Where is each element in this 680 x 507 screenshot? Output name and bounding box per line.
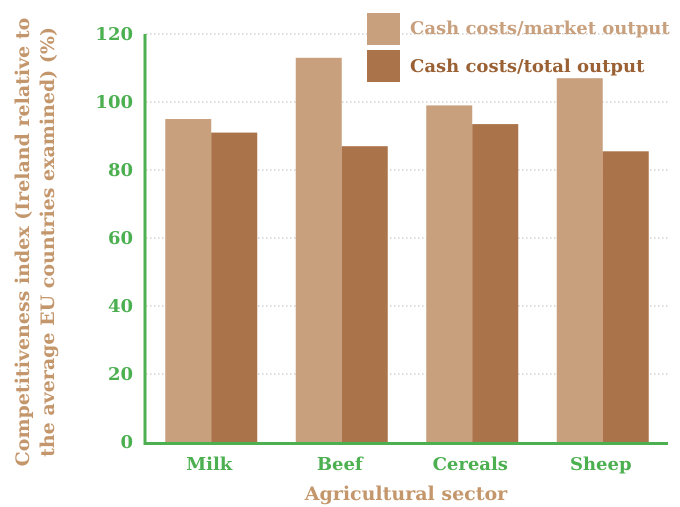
y-tick-label: 20 — [108, 364, 133, 385]
y-tick-label: 0 — [120, 432, 133, 453]
bar-sheep-market-output — [556, 78, 603, 442]
gridlines — [146, 33, 668, 375]
y-axis-title-line-1: Competitiveness index (Ireland relative … — [12, 18, 34, 467]
bar-beef-market-output — [295, 57, 342, 443]
y-tick-label: 60 — [108, 228, 133, 249]
legend-label-market-output: Cash costs/market output — [410, 18, 670, 39]
axes — [143, 34, 668, 445]
y-tick-labels: 0 20 40 60 80 100 120 — [95, 24, 133, 453]
y-tick-label: 120 — [95, 24, 133, 45]
y-axis-title-line-2: the average EU countries examined) (%) — [37, 27, 59, 457]
bar-cereals-market-output — [426, 105, 473, 443]
bar-beef-total-output — [341, 146, 388, 442]
y-axis-title: Competitiveness index (Ireland relative … — [12, 18, 59, 467]
x-tick-label: Beef — [317, 454, 364, 475]
x-tick-label: Sheep — [570, 454, 632, 475]
x-tick-label: Milk — [186, 454, 233, 475]
x-axis-title: Agricultural sector — [304, 483, 508, 505]
bar-milk-total-output — [211, 132, 258, 442]
y-tick-label: 40 — [108, 296, 133, 317]
y-tick-label: 80 — [108, 160, 133, 181]
bar-sheep-total-output — [602, 151, 649, 443]
bars — [165, 57, 649, 443]
legend-label-total-output: Cash costs/total output — [410, 56, 645, 77]
bar-milk-market-output — [165, 119, 212, 442]
x-tick-labels: Milk Beef Cereals Sheep — [186, 454, 631, 475]
legend: Cash costs/market output Cash costs/tota… — [367, 13, 670, 82]
x-tick-label: Cereals — [433, 454, 508, 475]
bar-cereals-total-output — [472, 124, 519, 442]
legend-swatch-market-output — [367, 13, 400, 45]
legend-swatch-total-output — [367, 50, 400, 82]
y-tick-label: 100 — [95, 92, 133, 113]
